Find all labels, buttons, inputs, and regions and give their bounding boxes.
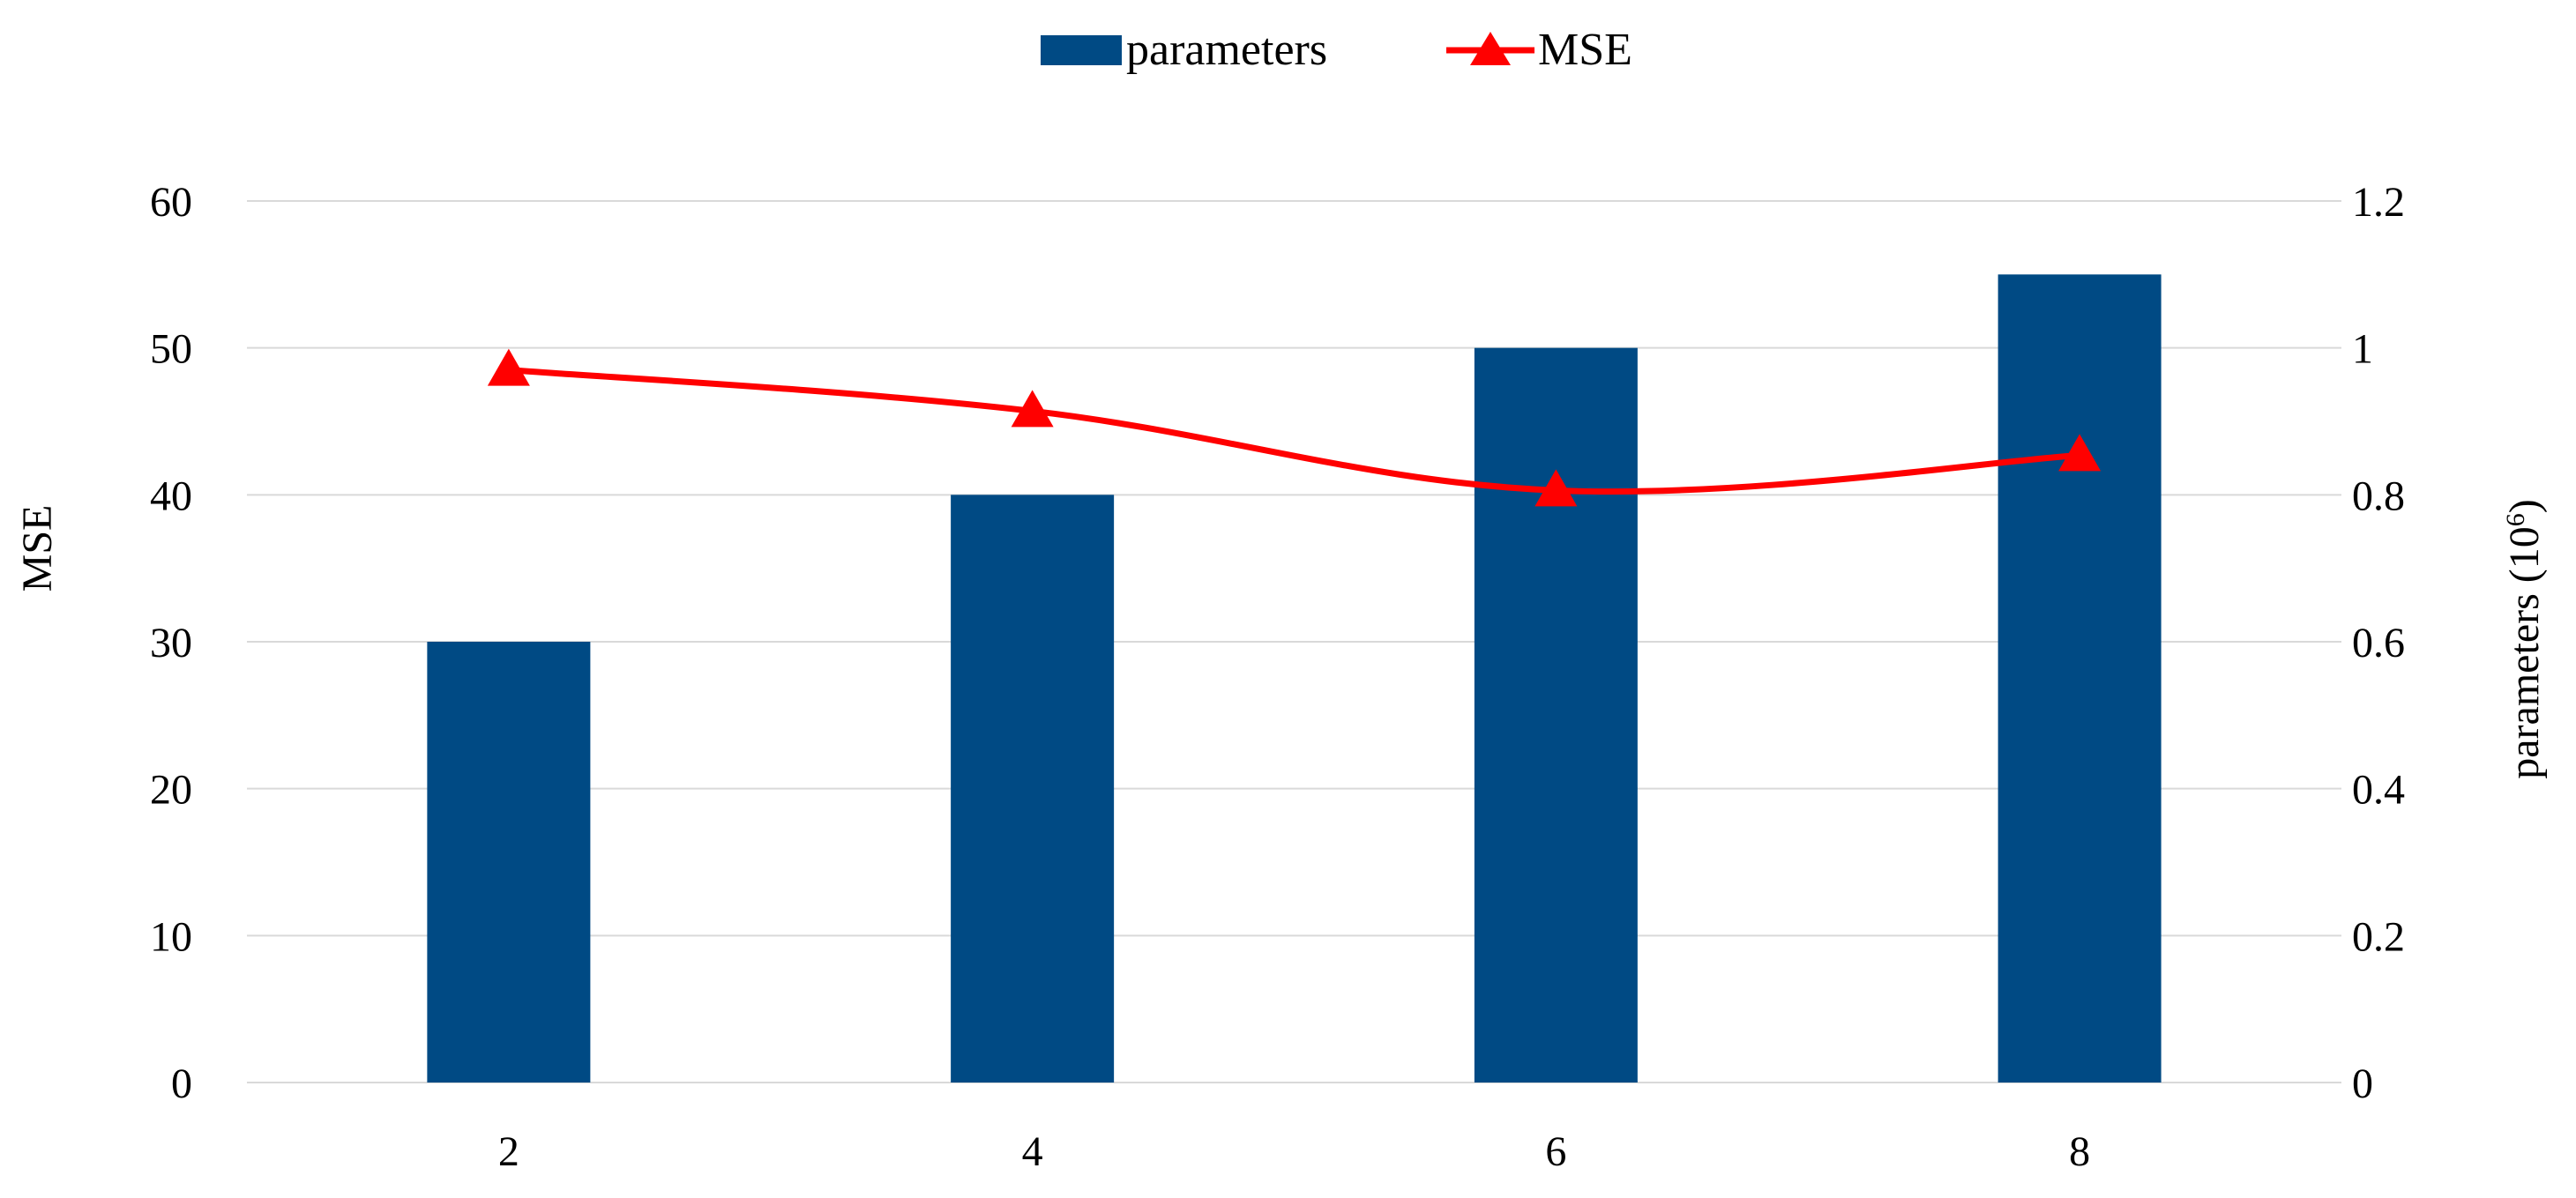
bar-parameters	[1474, 347, 1638, 1083]
bar-parameters	[1997, 274, 2162, 1083]
line-mse	[505, 367, 2083, 495]
right-tick-label: 0	[2352, 1060, 2373, 1107]
left-tick-label: 30	[150, 620, 192, 666]
right-tick-label: 0.6	[2352, 620, 2405, 666]
left-tick-label: 60	[150, 179, 192, 226]
right-axis-ticks: 0 0.2 0.4 0.6 0.8 1 1.2	[2352, 179, 2405, 1107]
right-tick-label: 1	[2352, 326, 2373, 373]
legend-label-mse: MSE	[1538, 25, 1632, 75]
right-axis-title: parameters (106)	[2501, 499, 2549, 779]
legend-marker-mse	[1470, 32, 1511, 65]
marker-mse	[1011, 390, 1054, 428]
legend-label-parameters: parameters	[1126, 25, 1327, 75]
marker-mse	[487, 348, 530, 386]
bar-series-parameters	[427, 274, 2162, 1083]
gridlines	[247, 200, 2341, 1083]
legend-item-mse: MSE	[1446, 25, 1632, 75]
legend-swatch-parameters	[1041, 35, 1122, 65]
bar-parameters	[951, 495, 1115, 1083]
x-axis-ticks: 2 4 6 8	[498, 1128, 2090, 1175]
right-tick-label: 0.4	[2352, 767, 2405, 814]
legend-item-parameters: parameters	[1041, 25, 1327, 75]
x-tick-label: 6	[1545, 1128, 1566, 1175]
left-tick-label: 50	[150, 326, 192, 373]
left-tick-label: 20	[150, 767, 192, 814]
marker-mse	[1534, 469, 1578, 507]
right-tick-label: 0.8	[2352, 473, 2405, 519]
left-axis-title: MSE	[14, 505, 61, 592]
left-tick-label: 0	[171, 1060, 192, 1107]
x-tick-label: 4	[1022, 1128, 1043, 1175]
right-tick-label: 0.2	[2352, 913, 2405, 960]
x-tick-label: 8	[2069, 1128, 2090, 1175]
line-series-mse	[487, 348, 2102, 507]
left-tick-label: 40	[150, 473, 192, 519]
bar-parameters	[427, 642, 591, 1083]
left-axis-ticks: 0 10 20 30 40 50 60	[150, 179, 192, 1107]
marker-mse	[2058, 434, 2102, 472]
left-tick-label: 10	[150, 913, 192, 960]
legend: parameters MSE	[1041, 25, 1632, 75]
right-tick-label: 1.2	[2352, 179, 2405, 226]
x-tick-label: 2	[498, 1128, 519, 1175]
